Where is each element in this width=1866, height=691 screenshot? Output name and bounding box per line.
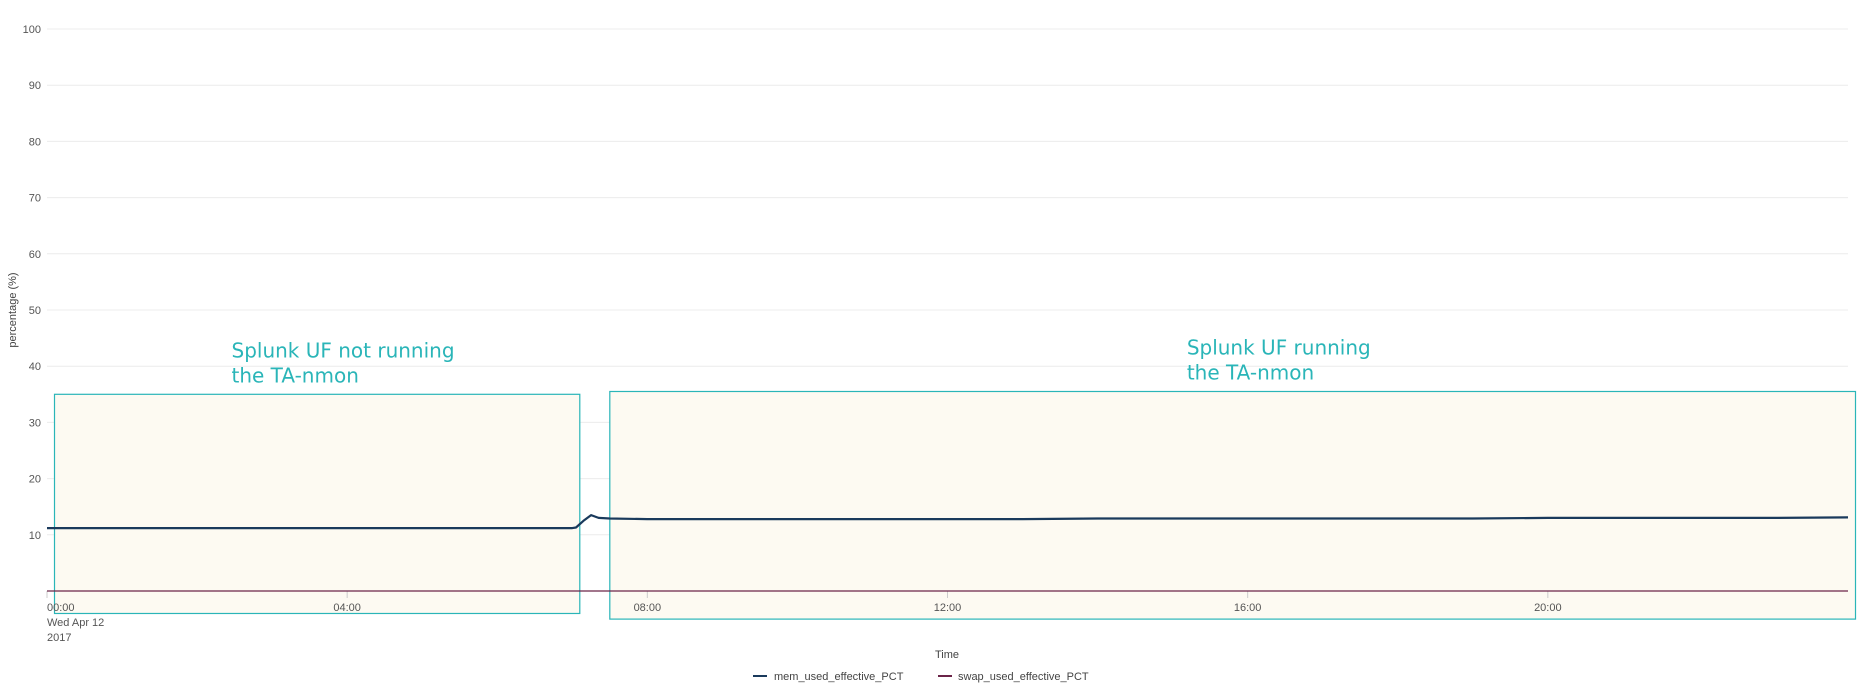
y-tick-label-80: 80 (29, 136, 41, 148)
annotation-label-1-line-1: the TA-nmon (1187, 360, 1314, 384)
y-tick-label-100: 100 (23, 24, 41, 36)
y-axis-title: percentage (%) (7, 272, 19, 347)
y-tick-label-40: 40 (29, 361, 41, 373)
y-tick-label-10: 10 (29, 530, 41, 542)
y-tick-label-30: 30 (29, 417, 41, 429)
y-tick-label-90: 90 (29, 80, 41, 92)
annotation-boxes (53, 390, 1857, 620)
legend-label-mem: mem_used_effective_PCT (774, 671, 904, 683)
annotation-box-1 (609, 390, 1857, 620)
x-date-label-0: Wed Apr 12 (47, 617, 104, 629)
x-date-label-1: 2017 (47, 632, 71, 644)
legend: mem_used_effective_PCT swap_used_effecti… (753, 671, 1089, 683)
x-tick-label-5: 20:00 (1534, 602, 1562, 614)
legend-label-swap: swap_used_effective_PCT (958, 671, 1089, 683)
series-line-mem_used_effective_PCT (47, 513, 1849, 530)
series-lines (47, 513, 1849, 592)
x-tick-label-0: 00:00 (47, 602, 75, 614)
y-tick-label-60: 60 (29, 249, 41, 261)
x-tick-label-3: 12:00 (934, 602, 962, 614)
y-tick-label-70: 70 (29, 193, 41, 205)
annotation-box-0 (53, 393, 581, 615)
annotation-label-0-line-1: the TA-nmon (232, 363, 359, 387)
legend-item-mem[interactable]: mem_used_effective_PCT (753, 671, 904, 683)
x-tick-label-1: 04:00 (333, 602, 361, 614)
annotation-label-0-line-0: Splunk UF not running (232, 338, 455, 362)
x-tick-label-2: 08:00 (634, 602, 662, 614)
x-tick-label-4: 16:00 (1234, 602, 1262, 614)
legend-item-swap[interactable]: swap_used_effective_PCT (938, 671, 1089, 683)
y-tick-label-50: 50 (29, 305, 41, 317)
y-tick-label-20: 20 (29, 474, 41, 486)
x-axis-title: Time (935, 649, 959, 661)
annotation-label-1-line-0: Splunk UF running (1187, 335, 1371, 359)
